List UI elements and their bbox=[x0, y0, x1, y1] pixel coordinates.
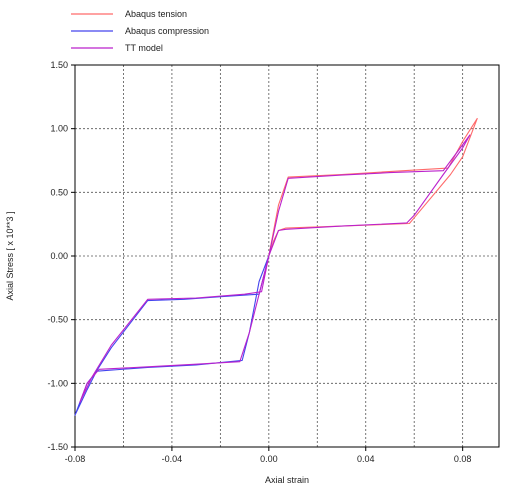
x-axis-label: Axial strain bbox=[265, 475, 309, 485]
y-axis-label: Axial Stress [ x 10**3 ] bbox=[5, 211, 15, 300]
y-tick-label: -1.00 bbox=[47, 378, 68, 388]
y-tick-label: -0.50 bbox=[47, 315, 68, 325]
grid bbox=[75, 65, 499, 447]
x-tick-label: -0.08 bbox=[65, 454, 86, 464]
legend-label-2: Abaqus compression bbox=[125, 26, 209, 36]
series-line-2 bbox=[74, 255, 270, 416]
series-line-1 bbox=[268, 117, 478, 257]
y-tick-label: 0.00 bbox=[50, 251, 68, 261]
legend-label-3: TT model bbox=[125, 43, 163, 53]
legend: Abaqus tension Abaqus compression TT model bbox=[71, 9, 209, 53]
series-lines bbox=[74, 117, 478, 416]
x-tick-label: 0.00 bbox=[260, 454, 278, 464]
series-line-3 bbox=[79, 134, 471, 403]
y-tick-label: -1.50 bbox=[47, 442, 68, 452]
legend-label-1: Abaqus tension bbox=[125, 9, 187, 19]
y-tick-label: 1.00 bbox=[50, 124, 68, 134]
x-tick-label: -0.04 bbox=[162, 454, 183, 464]
axis-ticks: -0.08 -0.04 0.00 0.04 0.08 1.50 1.00 0.50 0.00 -0… bbox=[47, 60, 471, 464]
y-tick-label: 0.50 bbox=[50, 187, 68, 197]
y-tick-label: 1.50 bbox=[50, 60, 68, 70]
x-tick-label: 0.04 bbox=[357, 454, 375, 464]
x-tick-label: 0.08 bbox=[454, 454, 472, 464]
